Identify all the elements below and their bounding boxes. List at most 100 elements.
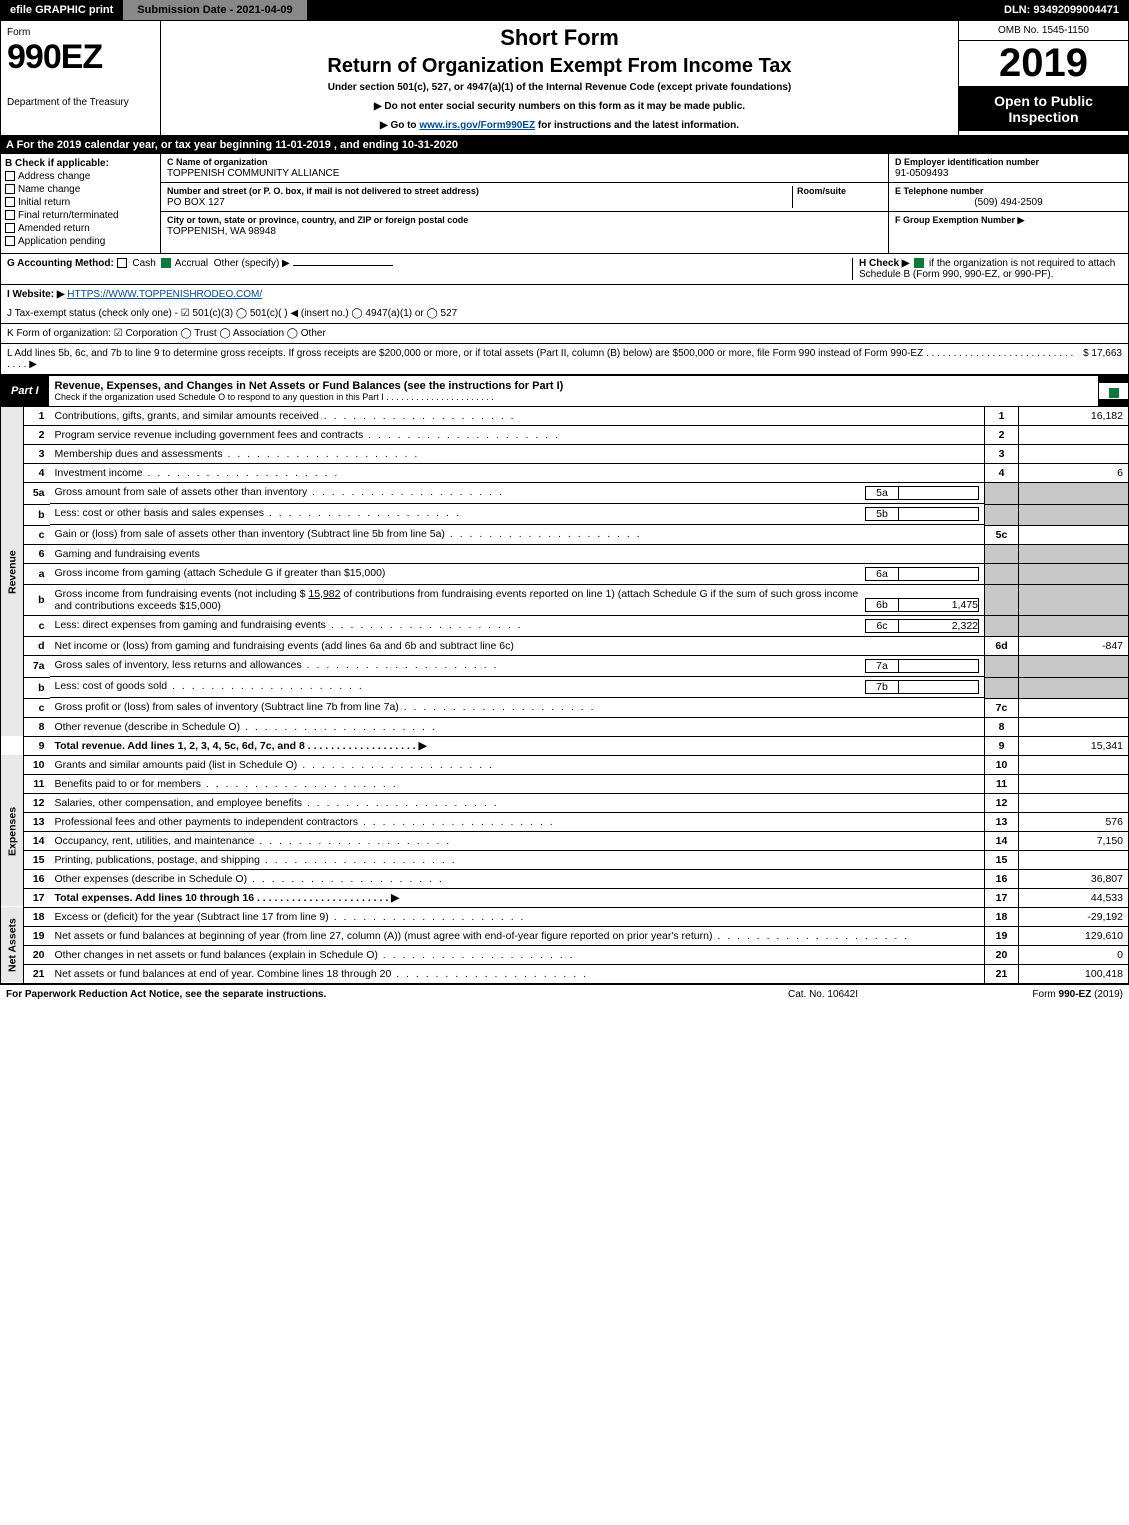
org-name: TOPPENISH COMMUNITY ALLIANCE bbox=[167, 168, 339, 179]
dln: DLN: 93492099004471 bbox=[994, 0, 1129, 20]
short-form-title: Short Form bbox=[169, 25, 950, 51]
chk-accrual[interactable] bbox=[161, 258, 171, 268]
line-5b: b Less: cost or other basis and sales ex… bbox=[1, 504, 1129, 525]
irs-link[interactable]: www.irs.gov/Form990EZ bbox=[419, 120, 535, 131]
chk-application-pending[interactable]: Application pending bbox=[5, 236, 156, 247]
line-text: Gross profit or (loss) from sales of inv… bbox=[50, 698, 985, 717]
line-2: 2 Program service revenue including gove… bbox=[1, 426, 1129, 445]
line-text: Gross income from gaming (attach Schedul… bbox=[50, 564, 985, 585]
line-13: 13 Professional fees and other payments … bbox=[1, 812, 1129, 831]
line-4: 4 Investment income 4 6 bbox=[1, 464, 1129, 483]
line-text: Other changes in net assets or fund bala… bbox=[50, 945, 985, 964]
footer: For Paperwork Reduction Act Notice, see … bbox=[0, 984, 1129, 1004]
right-num: 11 bbox=[985, 774, 1019, 793]
line-num: 21 bbox=[24, 964, 50, 983]
chk-final-return[interactable]: Final return/terminated bbox=[5, 210, 156, 221]
row-k: K Form of organization: ☑ Corporation ◯ … bbox=[0, 324, 1129, 344]
line-num: 20 bbox=[24, 945, 50, 964]
line-text: Investment income bbox=[50, 464, 985, 483]
line-3: 3 Membership dues and assessments 3 bbox=[1, 445, 1129, 464]
right-val: 100,418 bbox=[1019, 964, 1129, 983]
right-val: 16,182 bbox=[1019, 407, 1129, 426]
row-i: I Website: ▶ HTTPS://WWW.TOPPENISHRODEO.… bbox=[0, 285, 1129, 304]
right-val bbox=[1019, 426, 1129, 445]
line-text: Net assets or fund balances at end of ye… bbox=[50, 964, 985, 983]
line-num: a bbox=[24, 563, 50, 585]
right-num: 21 bbox=[985, 964, 1019, 983]
accrual-label: Accrual bbox=[175, 258, 208, 269]
line-8: 8 Other revenue (describe in Schedule O)… bbox=[1, 717, 1129, 736]
line-9: 9 Total revenue. Add lines 1, 2, 3, 4, 5… bbox=[1, 736, 1129, 755]
line-text: Printing, publications, postage, and shi… bbox=[50, 850, 985, 869]
row-a-tax-year: A For the 2019 calendar year, or tax yea… bbox=[0, 136, 1129, 154]
b-label: B Check if applicable: bbox=[5, 158, 156, 169]
cell-phone: E Telephone number (509) 494-2509 bbox=[889, 183, 1128, 212]
lines-table: Revenue 1 Contributions, gifts, grants, … bbox=[0, 407, 1129, 984]
section-b: B Check if applicable: Address change Na… bbox=[0, 154, 1129, 254]
right-num bbox=[985, 656, 1019, 678]
row-g: G Accounting Method: Cash Accrual Other … bbox=[0, 254, 1129, 285]
line-text: Professional fees and other payments to … bbox=[50, 812, 985, 831]
line-text: Occupancy, rent, utilities, and maintena… bbox=[50, 831, 985, 850]
line-num: 3 bbox=[24, 445, 50, 464]
right-num: 3 bbox=[985, 445, 1019, 464]
line-17: 17 Total expenses. Add lines 10 through … bbox=[1, 888, 1129, 907]
other-specify-line[interactable] bbox=[293, 265, 393, 266]
line-12: 12 Salaries, other compensation, and emp… bbox=[1, 793, 1129, 812]
right-num: 15 bbox=[985, 850, 1019, 869]
line-num: b bbox=[24, 504, 50, 525]
h-label: H Check ▶ bbox=[859, 258, 909, 269]
right-num: 2 bbox=[985, 426, 1019, 445]
right-num: 18 bbox=[985, 907, 1019, 926]
cash-label: Cash bbox=[132, 258, 155, 269]
right-val bbox=[1019, 850, 1129, 869]
line-text: Grants and similar amounts paid (list in… bbox=[50, 755, 985, 774]
topbar: efile GRAPHIC print Submission Date - 20… bbox=[0, 0, 1129, 20]
line-20: 20 Other changes in net assets or fund b… bbox=[1, 945, 1129, 964]
line-text: Total expenses. Add lines 10 through 16 … bbox=[50, 888, 985, 907]
line-text: Other expenses (describe in Schedule O) bbox=[50, 869, 985, 888]
chk-initial-return[interactable]: Initial return bbox=[5, 197, 156, 208]
right-num bbox=[985, 563, 1019, 585]
under-section: Under section 501(c), 527, or 4947(a)(1)… bbox=[169, 82, 950, 93]
submission-date: Submission Date - 2021-04-09 bbox=[123, 0, 306, 20]
line-num: 9 bbox=[24, 736, 50, 755]
cell-org-name: C Name of organization TOPPENISH COMMUNI… bbox=[161, 154, 888, 183]
line-6b: b Gross income from fundraising events (… bbox=[1, 585, 1129, 616]
chk-cash[interactable] bbox=[117, 258, 127, 268]
right-num bbox=[985, 544, 1019, 563]
accounting-method: G Accounting Method: Cash Accrual Other … bbox=[7, 258, 846, 280]
line-num: c bbox=[24, 616, 50, 637]
d-label: D Employer identification number bbox=[895, 157, 1039, 167]
line-18: Net Assets 18 Excess or (deficit) for th… bbox=[1, 907, 1129, 926]
line-15: 15 Printing, publications, postage, and … bbox=[1, 850, 1129, 869]
right-num bbox=[985, 483, 1019, 505]
right-val: -29,192 bbox=[1019, 907, 1129, 926]
line-num: 10 bbox=[24, 755, 50, 774]
part-1-schedule-o-check[interactable] bbox=[1098, 383, 1128, 399]
chk-name-change[interactable]: Name change bbox=[5, 184, 156, 195]
city-label: City or town, state or province, country… bbox=[167, 215, 468, 225]
fundraising-amt: 15,982 bbox=[308, 588, 340, 600]
line-num: 16 bbox=[24, 869, 50, 888]
right-num: 7c bbox=[985, 698, 1019, 717]
line-num: 13 bbox=[24, 812, 50, 831]
line-num: 6 bbox=[24, 544, 50, 563]
efile-print-label[interactable]: efile GRAPHIC print bbox=[0, 0, 123, 20]
right-num: 5c bbox=[985, 525, 1019, 544]
part-1-title-text: Revenue, Expenses, and Changes in Net As… bbox=[55, 380, 564, 392]
website-link[interactable]: HTTPS://WWW.TOPPENISHRODEO.COM/ bbox=[67, 289, 262, 300]
line-num: d bbox=[24, 637, 50, 656]
right-val bbox=[1019, 525, 1129, 544]
right-val: 44,533 bbox=[1019, 888, 1129, 907]
chk-schedule-b[interactable] bbox=[914, 258, 924, 268]
row-h: H Check ▶ if the organization is not req… bbox=[852, 258, 1122, 280]
header-right: OMB No. 1545-1150 2019 Open to Public In… bbox=[958, 21, 1128, 135]
right-val bbox=[1019, 717, 1129, 736]
form-number: 990EZ bbox=[7, 38, 154, 77]
chk-label: Initial return bbox=[18, 197, 70, 208]
chk-amended-return[interactable]: Amended return bbox=[5, 223, 156, 234]
right-val bbox=[1019, 445, 1129, 464]
chk-address-change[interactable]: Address change bbox=[5, 171, 156, 182]
right-val: 6 bbox=[1019, 464, 1129, 483]
